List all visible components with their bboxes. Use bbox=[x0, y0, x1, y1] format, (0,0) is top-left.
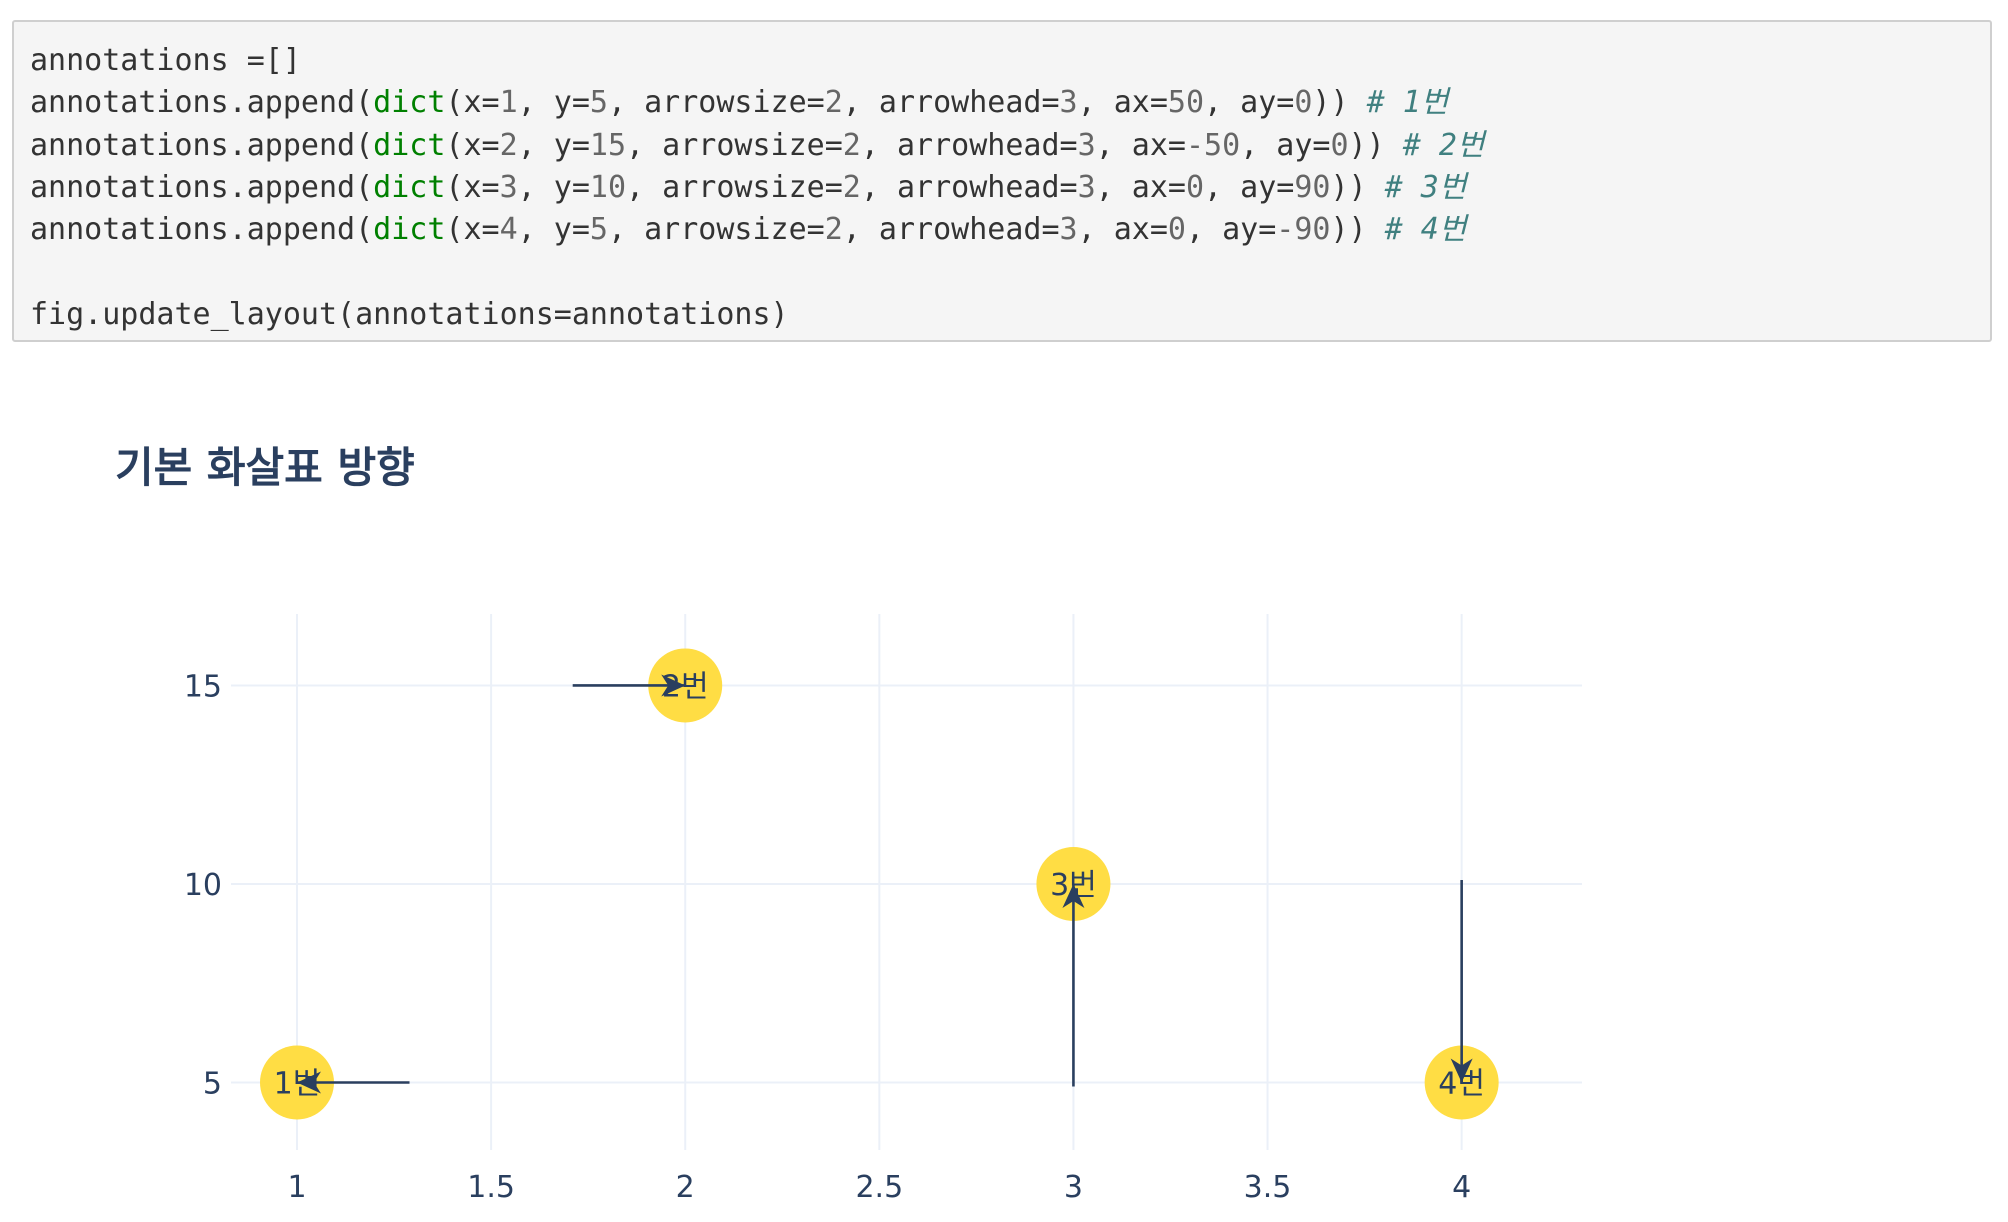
code-token: , arrowhead= bbox=[860, 127, 1078, 163]
code-token: -50 bbox=[1185, 127, 1241, 163]
grid-lines bbox=[231, 614, 1582, 1150]
code-token: # 3번 bbox=[1384, 169, 1467, 205]
code-token: 5 bbox=[589, 212, 608, 248]
code-token: dict bbox=[373, 212, 446, 248]
code-token: 0 bbox=[1330, 127, 1349, 163]
code-token: , ax= bbox=[1095, 127, 1186, 163]
annotation-arrows bbox=[296, 674, 1473, 1094]
code-token: 2 bbox=[499, 127, 518, 163]
code-token: 0 bbox=[1167, 212, 1186, 248]
code-token: , arrowhead= bbox=[842, 85, 1060, 121]
code-token: 2 bbox=[842, 169, 861, 205]
code-token: , arrowsize= bbox=[607, 85, 825, 121]
x-tick-label: 1 bbox=[287, 1170, 306, 1205]
code-token: )) bbox=[1330, 212, 1385, 248]
code-token: 2 bbox=[824, 85, 843, 121]
code-token: 1 bbox=[499, 85, 518, 121]
code-token: 3 bbox=[1077, 127, 1096, 163]
annotation-arrow-head bbox=[296, 1071, 321, 1094]
y-tick-label: 5 bbox=[203, 1067, 222, 1102]
code-line: annotations.append(dict(x=4, y=5, arrows… bbox=[30, 209, 1974, 251]
code-token: , arrowsize= bbox=[626, 169, 843, 205]
code-token: 0 bbox=[1294, 85, 1313, 121]
annotation-arrow-head bbox=[1450, 1058, 1473, 1083]
code-token: , ay= bbox=[1185, 212, 1277, 248]
code-token: # 4번 bbox=[1384, 212, 1467, 248]
code-token: , ax= bbox=[1095, 169, 1186, 205]
annotation-arrow-head bbox=[1062, 883, 1085, 908]
code-token: , y= bbox=[517, 169, 590, 205]
x-tick-label: 1.5 bbox=[467, 1170, 515, 1205]
code-token: , ay= bbox=[1204, 169, 1295, 205]
code-token: 10 bbox=[589, 169, 627, 205]
code-token: , y= bbox=[517, 127, 590, 163]
code-token: , ax= bbox=[1077, 85, 1168, 121]
code-token: , arrowhead= bbox=[842, 212, 1060, 248]
code-token: # 1번 bbox=[1366, 85, 1449, 121]
code-token: , arrowsize= bbox=[607, 212, 825, 248]
x-tick-label: 3.5 bbox=[1244, 1170, 1292, 1205]
code-line bbox=[30, 251, 1974, 293]
code-token: -90 bbox=[1276, 212, 1331, 248]
code-token: 0 bbox=[1185, 169, 1205, 205]
x-tick-label: 2.5 bbox=[855, 1170, 903, 1205]
code-token: 5 bbox=[589, 85, 608, 121]
code-token: 3 bbox=[1059, 85, 1078, 121]
code-token: 3 bbox=[1059, 212, 1078, 248]
code-line: annotations.append(dict(x=1, y=5, arrows… bbox=[30, 82, 1974, 124]
code-token: annotations.append( bbox=[30, 127, 374, 163]
code-token: )) bbox=[1330, 169, 1385, 205]
code-token: , arrowhead= bbox=[860, 169, 1078, 205]
code-token: 50 bbox=[1167, 85, 1205, 121]
code-token: , ay= bbox=[1204, 85, 1295, 121]
code-token: )) bbox=[1312, 85, 1367, 121]
code-token: (x= bbox=[445, 212, 500, 248]
code-token: (x= bbox=[445, 85, 500, 121]
code-token: )) bbox=[1348, 127, 1403, 163]
code-line: annotations.append(dict(x=2, y=15, arrow… bbox=[30, 125, 1974, 167]
code-token: 3 bbox=[499, 169, 518, 205]
code-token: (x= bbox=[445, 127, 500, 163]
axis-ticks: 1 1.5 2 2.5 3 3.5 4 5 10 15 bbox=[184, 669, 1471, 1205]
code-token: fig.update_layout(annotations=annotation… bbox=[30, 296, 789, 332]
code-token: annotations =[] bbox=[30, 43, 301, 78]
code-token: 3 bbox=[1077, 169, 1096, 205]
code-token: 2 bbox=[824, 212, 843, 248]
x-tick-label: 3 bbox=[1064, 1170, 1083, 1205]
code-token: , ay= bbox=[1240, 127, 1331, 163]
code-token: , ax= bbox=[1077, 212, 1168, 248]
annotation-arrow-head bbox=[661, 674, 686, 697]
y-tick-label: 10 bbox=[184, 868, 222, 903]
code-token: (x= bbox=[445, 169, 500, 205]
code-token: dict bbox=[373, 127, 446, 163]
x-tick-label: 2 bbox=[676, 1170, 695, 1205]
code-token: , y= bbox=[517, 85, 590, 121]
code-line: fig.update_layout(annotations=annotation… bbox=[30, 294, 1974, 336]
code-token: 4 bbox=[499, 212, 518, 248]
chart-title: 기본 화살표 방향 bbox=[115, 443, 415, 492]
code-line: annotations.append(dict(x=3, y=10, arrow… bbox=[30, 167, 1974, 209]
code-token: 15 bbox=[589, 127, 627, 163]
code-token: annotations.append( bbox=[30, 85, 374, 121]
code-token: , arrowsize= bbox=[626, 127, 843, 163]
x-tick-label: 4 bbox=[1452, 1170, 1471, 1205]
code-token: dict bbox=[373, 85, 446, 121]
code-token: annotations.append( bbox=[30, 169, 374, 205]
code-token: annotations.append( bbox=[30, 212, 374, 248]
code-token: # 2번 bbox=[1402, 127, 1485, 163]
code-line: annotations =[] bbox=[30, 40, 1974, 82]
code-token: dict bbox=[373, 169, 446, 205]
code-token: 90 bbox=[1294, 169, 1331, 205]
y-tick-label: 15 bbox=[184, 669, 222, 704]
code-token: , y= bbox=[517, 212, 590, 248]
code-token: 2 bbox=[842, 127, 861, 163]
code-cell: annotations =[] annotations.append(dict(x… bbox=[12, 20, 1992, 342]
